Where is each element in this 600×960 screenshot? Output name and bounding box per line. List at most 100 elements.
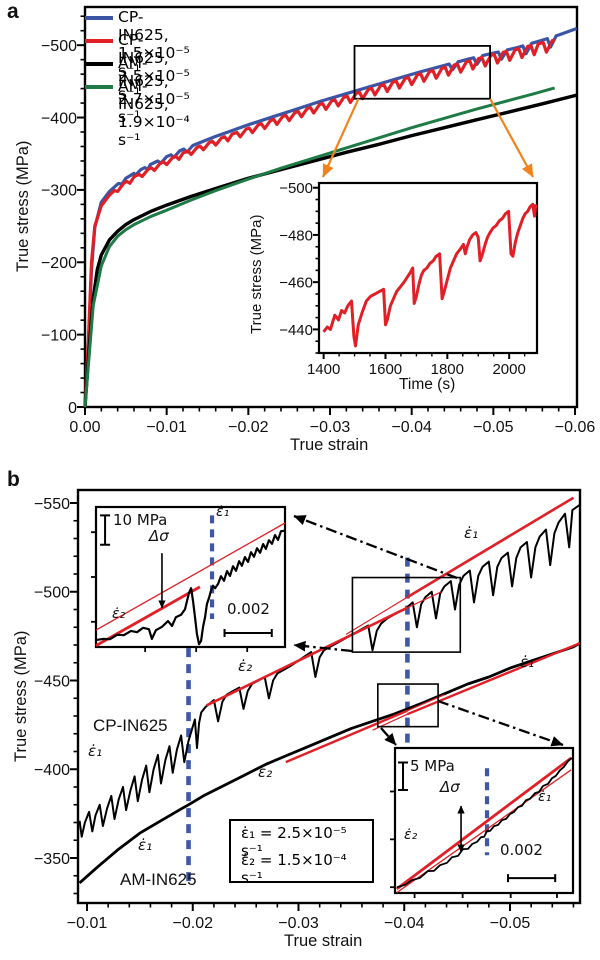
- inset-top-eps2-label: ε̇₂: [112, 606, 126, 622]
- y-tick-label: −100: [41, 327, 77, 344]
- y-tick-label: −460: [279, 275, 313, 292]
- y-tick-label: −440: [279, 322, 313, 339]
- panel-a-ticks: 0.00 −0.01 −0.02 −0.03 −0.04 −0.05 −0.06 0 −100 −…: [41, 15, 596, 436]
- rate-label-eps2-am-mid: ε̇₂: [258, 763, 273, 781]
- fit-line-1-1: [205, 606, 408, 707]
- x-tick-label: −0.01: [67, 915, 108, 932]
- y-tick-label: 0: [68, 400, 77, 417]
- inset-a-ticks: 1400 1600 1800 2000 −440 −460 −480 −500: [279, 180, 526, 378]
- connector-top-inset-upper: [293, 514, 458, 580]
- connector-bottom-inset-left: [380, 727, 397, 746]
- y-tick-label: −500: [41, 38, 77, 55]
- rate-label-eps1-cp-left: ε̇₁: [88, 742, 103, 760]
- inset-top-fit-thin: [95, 522, 286, 631]
- y-tick-label: −400: [41, 110, 77, 127]
- x-tick-label: 1600: [369, 361, 402, 378]
- inset-top-stress-scale-label: 10 MPa: [113, 511, 168, 529]
- fit-line-4-1: [372, 713, 408, 731]
- series-b-cp-in625: [78, 503, 581, 838]
- connector-top-inset-lower: [293, 640, 353, 653]
- x-tick-label: −0.04: [391, 419, 432, 436]
- panel-b-letter: b: [7, 468, 20, 491]
- y-tick-label: −400: [34, 762, 70, 779]
- inset-bottom-stress-scale-label: 5 MPa: [410, 757, 455, 775]
- x-tick-label: −0.02: [173, 915, 214, 932]
- panel-b-zoom-rect-1: [351, 576, 462, 653]
- y-tick-label: −500: [34, 585, 70, 602]
- inset-bottom-strain-scale-label: 0.002: [500, 841, 543, 859]
- inset-bottom-fit-thick: [395, 756, 573, 891]
- panel-b-x-axis-label: True strain: [284, 932, 363, 950]
- y-tick-label: −450: [34, 673, 70, 690]
- inset-bottom-strain-scale-bar: [507, 874, 557, 883]
- x-tick-label: −0.02: [228, 419, 269, 436]
- x-tick-label: −0.01: [146, 419, 187, 436]
- panel-b-zoom-rect-2: [377, 683, 439, 728]
- rate-legend-box: ε̇₁ = 2.5×10⁻⁵ s⁻¹ ε̇₂ = 1.5×10⁻⁴ s⁻¹: [229, 819, 374, 887]
- fit-line-2-2: [406, 496, 575, 599]
- inset-top-eps1-label: ε̇₁: [216, 504, 230, 520]
- y-tick-label: −350: [34, 851, 70, 868]
- legend-line-swatch-black: [85, 62, 113, 66]
- zoom-arrow-left: [321, 98, 360, 178]
- y-tick-label: −480: [279, 227, 313, 244]
- inset-bottom-eps1-label: ε̇₁: [538, 789, 552, 805]
- panel-a-zoom-rect: [353, 45, 491, 100]
- y-tick-label: −200: [41, 255, 77, 272]
- rate-label-eps2-cp-mid: ε̇₂: [238, 657, 253, 675]
- fit-line-3-1: [285, 709, 408, 764]
- connector-bottom-inset-right: [437, 699, 564, 747]
- legend-line-swatch-blue: [85, 16, 113, 20]
- legend-item-label: AM-IN625, 2.7×10⁻⁵ s⁻¹: [118, 54, 190, 126]
- inset-top-curve: [95, 529, 285, 646]
- x-tick-label: 1400: [307, 361, 340, 378]
- inset-top-delta-sigma-label: Δσ: [149, 527, 169, 545]
- rate-label-eps1-am-left: ε̇₁: [138, 836, 153, 854]
- panel-a-x-axis-label: True strain: [290, 436, 369, 454]
- y-tick-label: −500: [279, 180, 313, 197]
- fit-line-4-2: [406, 642, 581, 716]
- inset-a-series: [322, 202, 538, 348]
- x-tick-label: −0.05: [473, 419, 514, 436]
- fit-line-1-2: [407, 591, 442, 609]
- cp-curve-label: CP-IN625: [93, 716, 168, 735]
- x-tick-label: −0.03: [310, 419, 351, 436]
- inset-a-y-axis-label: True stress (MPa): [248, 214, 265, 334]
- inset-top-strain-scale-label: 0.002: [227, 600, 270, 618]
- inset-a-x-axis-label: Time (s): [399, 376, 456, 393]
- x-tick-label: −0.04: [384, 915, 425, 932]
- inset-bottom-stress-scale-bar: [398, 761, 409, 792]
- inset-top-strain-scale-bar: [223, 629, 273, 637]
- y-tick-label: −550: [34, 496, 70, 513]
- panel-a-letter: a: [7, 0, 19, 23]
- inset-bottom-eps2-label: ε̇₂: [404, 827, 418, 843]
- rate-legend-line2: ε̇₂ = 1.5×10⁻⁴ s⁻¹: [241, 851, 347, 887]
- panel-b-frame: [76, 488, 582, 905]
- panel-b-ticks: −0.01 −0.02 −0.03 −0.04 −0.05 −350 −400 −450 −50…: [34, 496, 575, 932]
- y-tick-label: −300: [41, 183, 77, 200]
- series-cp-in625-rate2: [83, 38, 555, 408]
- panel-a-y-axis-label: True stress (MPa): [14, 140, 32, 272]
- series-am-in625-rate1: [83, 93, 578, 408]
- am-curve-label: AM-IN625: [120, 870, 197, 889]
- inset-bottom-delta-sigma-label: Δσ: [440, 778, 460, 796]
- series-b-am-in625: [78, 641, 581, 884]
- x-tick-label: −0.06: [555, 419, 596, 436]
- x-tick-label: −0.03: [278, 915, 319, 932]
- inset-bottom-curve: [396, 757, 573, 889]
- legend-line-swatch-red: [85, 39, 113, 43]
- rate-label-eps1-cp-right: ε̇₁: [464, 524, 479, 542]
- inset-top-stress-scale-bar: [100, 514, 111, 546]
- legend-item-label: CP-IN625, 2.5×10⁻⁵ s⁻¹: [118, 31, 190, 103]
- x-tick-label: 0.00: [69, 419, 100, 436]
- rate-label-eps1-am-right: ε̇₁: [520, 653, 535, 671]
- panel-b-y-axis-label: True stress (MPa): [12, 630, 30, 762]
- x-tick-label: −0.05: [490, 915, 531, 932]
- series-am-in625-rate2: [83, 86, 556, 408]
- x-tick-label: 2000: [492, 361, 525, 378]
- legend-item-label: AM-IN625, 1.9×10⁻⁴ s⁻¹: [118, 77, 190, 149]
- fit-line-2-1: [345, 596, 408, 635]
- legend-item-label: CP-IN625, 1.5×10⁻⁵ s⁻¹: [118, 8, 190, 80]
